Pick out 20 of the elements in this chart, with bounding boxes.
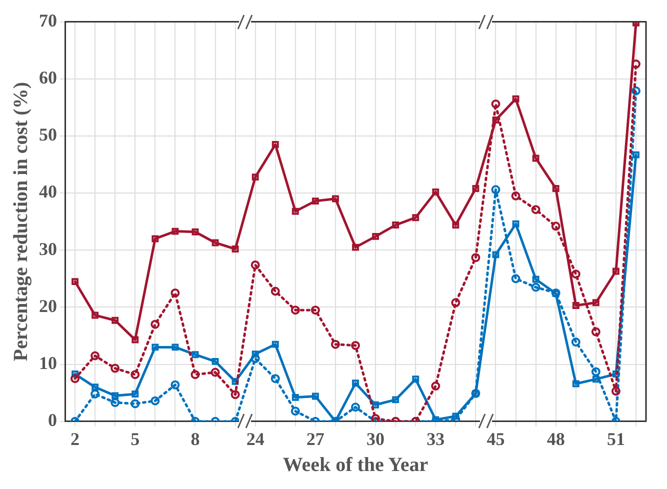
y-tick-label: 70 [39, 10, 57, 30]
x-tick-label: 24 [246, 428, 264, 449]
x-tick-label: 5 [130, 428, 140, 449]
x-tick-label: 8 [190, 428, 200, 449]
x-tick-label: 45 [486, 428, 505, 449]
x-tick-label: 2 [70, 428, 80, 449]
y-tick-label: 20 [39, 296, 57, 316]
y-tick-label: 30 [39, 238, 57, 259]
x-axis-title: Week of the Year [282, 454, 428, 476]
y-tick-label: 60 [39, 68, 57, 88]
y-tick-label: 0 [48, 410, 57, 430]
x-tick-label: 48 [546, 428, 565, 449]
x-tick-label: 33 [426, 428, 445, 449]
y-tick-label: 40 [39, 182, 57, 202]
x-tick-label: 27 [306, 428, 324, 449]
x-tick-label: 51 [606, 428, 625, 449]
y-tick-label: 10 [39, 352, 57, 373]
y-tick-label: 50 [39, 124, 57, 145]
y-axis-title: Percentage reduction in cost (%) [10, 82, 32, 362]
x-tick-label: 30 [366, 428, 385, 449]
